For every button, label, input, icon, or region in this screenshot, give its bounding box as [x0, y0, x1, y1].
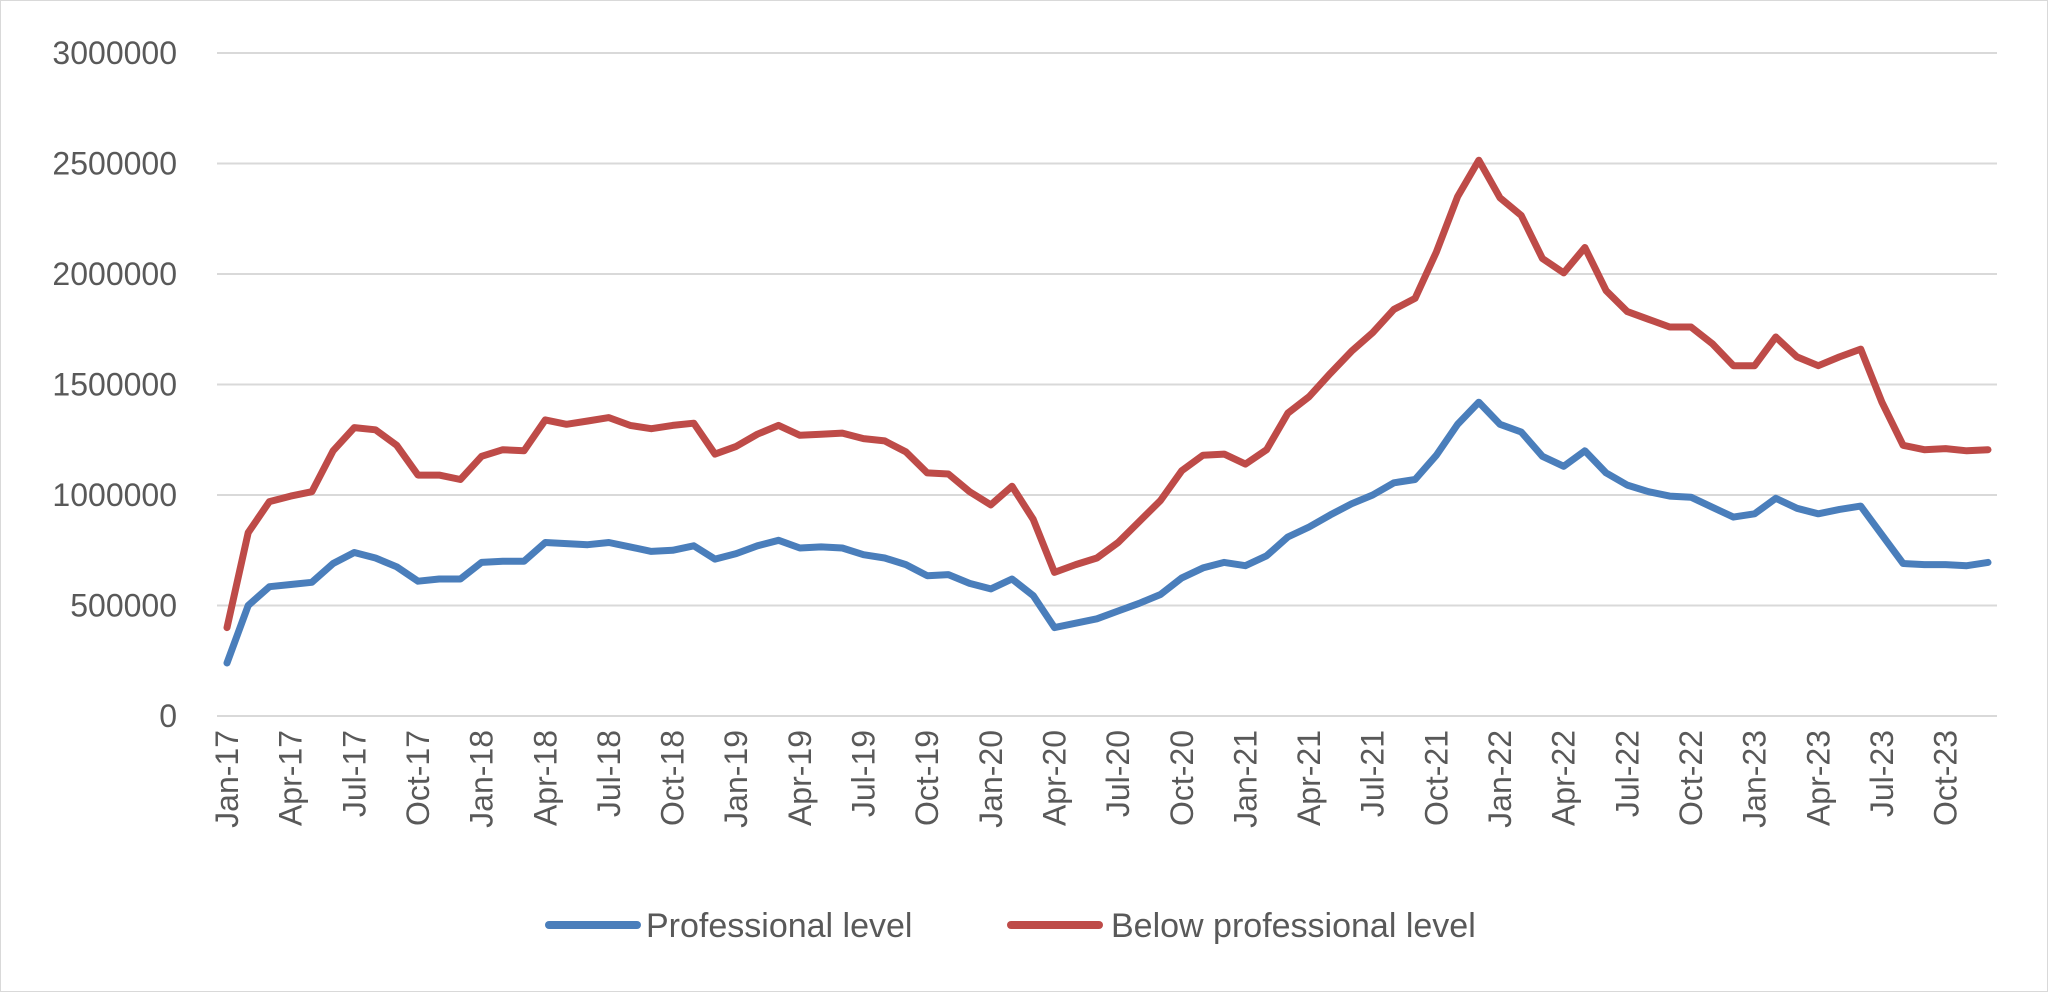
x-tick-label: Oct-22 — [1673, 730, 1709, 826]
x-tick-label: Jan-19 — [718, 730, 754, 828]
legend-label: Below professional level — [1111, 907, 1476, 945]
x-tick-label: Jan-18 — [464, 730, 500, 828]
x-tick-label: Jan-22 — [1482, 730, 1518, 828]
x-tick-label: Oct-17 — [400, 730, 436, 826]
x-tick-label: Apr-23 — [1800, 730, 1836, 826]
x-tick-label: Jan-21 — [1227, 730, 1263, 828]
x-tick-label: Jan-23 — [1737, 730, 1773, 828]
x-tick-label: Jul-18 — [591, 730, 627, 817]
x-tick-label: Jul-23 — [1864, 730, 1900, 817]
x-tick-label: Oct-18 — [655, 730, 691, 826]
y-tick-label: 3000000 — [52, 35, 177, 71]
x-tick-label: Apr-18 — [527, 730, 563, 826]
x-tick-label: Jul-17 — [336, 730, 372, 817]
y-tick-label: 1500000 — [52, 367, 177, 403]
legend: Professional level Below professional lev… — [545, 907, 1476, 945]
legend-label: Professional level — [646, 907, 912, 945]
y-tick-label: 1000000 — [52, 477, 177, 513]
x-tick-label: Jul-19 — [846, 730, 882, 817]
x-tick-label: Oct-21 — [1418, 730, 1454, 826]
y-tick-label: 2500000 — [52, 146, 177, 182]
gridlines — [217, 52, 1997, 717]
y-tick-label: 0 — [159, 698, 177, 734]
x-tick-label: Jan-20 — [973, 730, 1009, 828]
x-tick-label: Oct-19 — [909, 730, 945, 826]
y-tick-label: 500000 — [70, 588, 177, 624]
x-tick-label: Oct-23 — [1928, 730, 1964, 826]
series-line-below-professional-level — [223, 156, 1992, 632]
series-lines — [223, 156, 1992, 667]
x-tick-label: Oct-20 — [1164, 730, 1200, 826]
x-tick-label: Jul-20 — [1100, 730, 1136, 817]
y-tick-label: 2000000 — [52, 256, 177, 292]
x-axis-tick-labels: Jan-17 Apr-17 Jul-17 Oct-17 Jan-18 Apr-18 Jul-… — [209, 730, 1964, 828]
x-tick-label: Apr-22 — [1546, 730, 1582, 826]
x-tick-label: Apr-17 — [273, 730, 309, 826]
x-tick-label: Apr-20 — [1036, 730, 1072, 826]
x-tick-label: Jan-17 — [209, 730, 245, 828]
y-axis-tick-labels: 0 500000 1000000 1500000 2000000 2500000 30000… — [52, 35, 177, 734]
x-tick-label: Apr-19 — [782, 730, 818, 826]
x-tick-label: Jul-21 — [1355, 730, 1391, 817]
series-line-professional-level — [223, 398, 1992, 667]
x-tick-label: Jul-22 — [1609, 730, 1645, 817]
x-tick-label: Apr-21 — [1291, 730, 1327, 826]
